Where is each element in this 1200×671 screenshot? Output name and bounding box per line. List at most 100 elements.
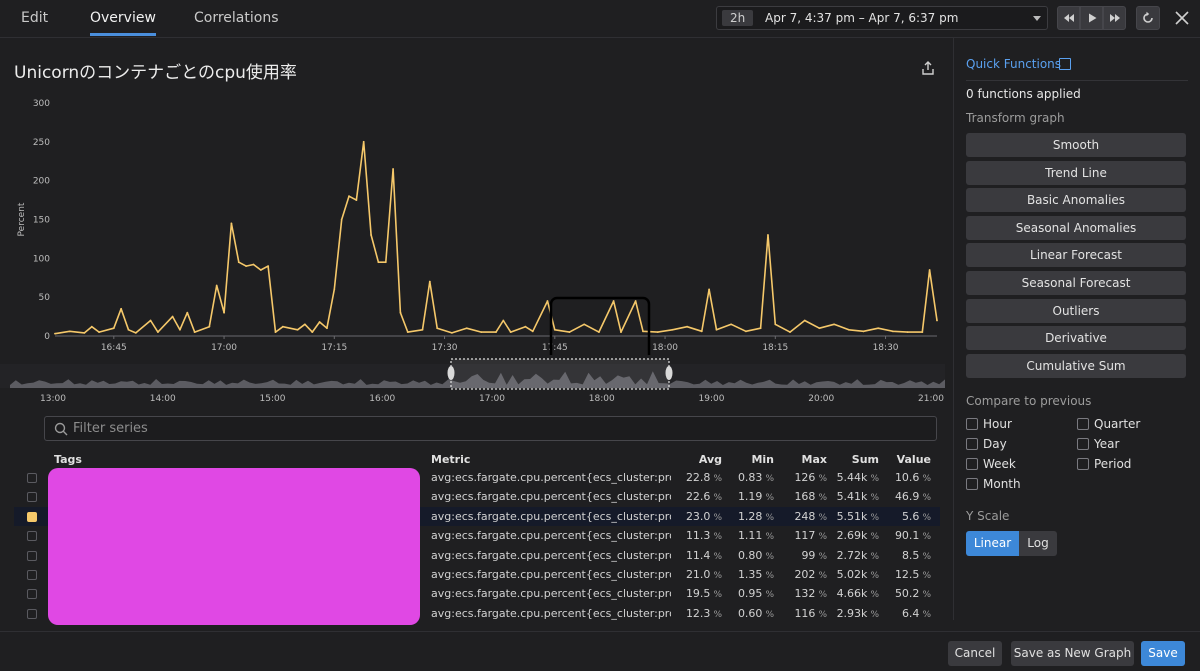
data-point	[237, 261, 240, 264]
unit-label: %	[713, 551, 722, 562]
data-point	[656, 331, 659, 334]
series-checkbox[interactable]	[27, 608, 37, 619]
x-tick-label: 17:30	[432, 343, 458, 353]
max-cell: 132%	[779, 584, 827, 605]
data-point	[818, 327, 821, 330]
value-value: 12.5	[894, 567, 920, 581]
cancel-button[interactable]: Cancel	[948, 641, 1002, 666]
data-point	[921, 331, 924, 334]
save-as-new-graph-button[interactable]: Save as New Graph	[1011, 641, 1134, 666]
x-tick-label: 18:15	[762, 343, 788, 353]
compare-year-checkbox[interactable]: Year	[1077, 437, 1119, 453]
unit-label: %	[765, 590, 774, 601]
table-row[interactable]: avg:ecs.fargate.cpu.percent{ecs_cluster:…	[14, 584, 940, 603]
rewind-button[interactable]	[1057, 6, 1080, 30]
search-icon	[54, 422, 68, 436]
tab-edit[interactable]: Edit	[21, 10, 49, 26]
compare-period-checkbox[interactable]: Period	[1077, 457, 1131, 473]
transform-seasonal-forecast-button[interactable]: Seasonal Forecast	[966, 271, 1186, 295]
table-row[interactable]: avg:ecs.fargate.cpu.percent{ecs_cluster:…	[14, 468, 940, 487]
max-cell: 116%	[779, 604, 827, 625]
play-button[interactable]	[1080, 6, 1103, 30]
export-icon[interactable]	[920, 60, 936, 76]
data-point	[304, 323, 306, 326]
sum-value: 5.44k	[836, 471, 868, 484]
metric-cell: avg:ecs.fargate.cpu.percent{ecs_cluster:…	[431, 509, 671, 523]
data-point	[223, 311, 225, 314]
series-checkbox[interactable]	[27, 492, 37, 503]
compare-quarter-checkbox[interactable]: Quarter	[1077, 417, 1140, 433]
compare-day-checkbox[interactable]: Day	[966, 437, 1007, 453]
navigator-tick-label: 21:00	[918, 394, 944, 404]
header-metric: Metric	[431, 453, 471, 466]
unit-label: %	[765, 493, 774, 504]
series-checkbox[interactable]	[27, 473, 37, 483]
save-button[interactable]: Save	[1141, 641, 1185, 666]
series-checkbox[interactable]	[27, 511, 37, 522]
metric-cell: avg:ecs.fargate.cpu.percent{ecs_cluster:…	[431, 567, 671, 581]
table-row[interactable]: avg:ecs.fargate.cpu.percent{ecs_cluster:…	[14, 487, 940, 506]
avg-cell: 21.0%	[674, 565, 722, 586]
filter-series-field[interactable]	[44, 416, 937, 441]
navigator-selection[interactable]	[450, 358, 670, 390]
data-point	[531, 330, 534, 333]
avg-value: 12.3	[685, 606, 711, 620]
data-point	[686, 325, 688, 328]
navigator-tick-label: 20:00	[808, 394, 834, 404]
series-checkbox[interactable]	[27, 569, 37, 580]
fast-forward-button[interactable]	[1103, 6, 1126, 30]
tab-correlations[interactable]: Correlations	[194, 10, 279, 26]
filter-series-input[interactable]	[73, 417, 923, 440]
reset-time-button[interactable]	[1136, 6, 1160, 30]
transform-outliers-button[interactable]: Outliers	[966, 298, 1186, 323]
unit-label: %	[922, 474, 931, 484]
playback-controls	[1057, 6, 1126, 30]
transform-trend-line-button[interactable]: Trend Line	[966, 160, 1186, 185]
table-row[interactable]: avg:ecs.fargate.cpu.percent{ecs_cluster:…	[14, 604, 940, 623]
transform-smooth-button[interactable]: Smooth	[966, 133, 1186, 157]
unit-label: %	[713, 609, 722, 620]
quick-functions-link[interactable]: Quick Functions	[966, 57, 1062, 71]
max-cell: 99%	[779, 546, 827, 567]
transform-cumulative-sum-button[interactable]: Cumulative Sum	[966, 353, 1186, 378]
close-icon[interactable]	[1172, 8, 1192, 28]
expand-panel-icon[interactable]	[1059, 58, 1071, 70]
compare-week-checkbox[interactable]: Week	[966, 457, 1016, 473]
transform-derivative-button[interactable]: Derivative	[966, 326, 1186, 351]
header-avg: Avg	[698, 453, 722, 466]
data-point	[281, 325, 284, 328]
data-point	[509, 331, 512, 334]
data-point	[259, 269, 262, 271]
tab-overview[interactable]: Overview	[90, 0, 156, 36]
series-checkbox[interactable]	[27, 589, 37, 600]
cpu-series-line[interactable]	[54, 141, 938, 335]
table-row[interactable]: avg:ecs.fargate.cpu.percent{ecs_cluster:…	[14, 565, 940, 584]
value-value: 46.9	[894, 490, 920, 504]
transform-seasonal-anomalies-button[interactable]: Seasonal Anomalies	[966, 215, 1186, 240]
avg-value: 11.4	[685, 548, 711, 562]
data-point	[774, 323, 777, 326]
sum-cell: 5.41k%	[831, 487, 879, 508]
selection-handle-left[interactable]	[447, 366, 455, 380]
series-checkbox[interactable]	[27, 550, 37, 561]
unit-label: %	[765, 570, 774, 581]
max-cell: 168%	[779, 487, 827, 508]
y-scale-linear-button[interactable]: Linear	[966, 531, 1019, 556]
table-row[interactable]: avg:ecs.fargate.cpu.percent{ecs_cluster:…	[14, 546, 940, 565]
y-scale-log-button[interactable]: Log	[1019, 531, 1057, 556]
compare-hour-checkbox[interactable]: Hour	[966, 417, 1012, 433]
cpu-line-chart[interactable]: 0 50 100 150 200 250 300 Percent 16:45 17:00 17:15…	[0, 90, 945, 355]
transform-basic-anomalies-button[interactable]: Basic Anomalies	[966, 188, 1186, 213]
time-navigator[interactable]: 13:00 14:00 15:00 16:00 17:00 18:00 19:00 20:00…	[0, 356, 945, 408]
data-point	[421, 328, 424, 331]
unit-label: %	[818, 493, 827, 504]
selection-handle-right[interactable]	[665, 366, 673, 380]
metric-cell: avg:ecs.fargate.cpu.percent{ecs_cluster:…	[431, 587, 671, 601]
transform-linear-forecast-button[interactable]: Linear Forecast	[966, 243, 1186, 268]
data-point	[906, 331, 909, 334]
series-checkbox[interactable]	[27, 531, 37, 542]
y-axis-label: Percent	[17, 202, 27, 236]
compare-month-checkbox[interactable]: Month	[966, 477, 1021, 493]
table-row[interactable]: avg:ecs.fargate.cpu.percent{ecs_cluster:…	[14, 526, 940, 545]
time-range-picker[interactable]: 2h Apr 7, 4:37 pm – Apr 7, 6:37 pm	[716, 6, 1048, 30]
